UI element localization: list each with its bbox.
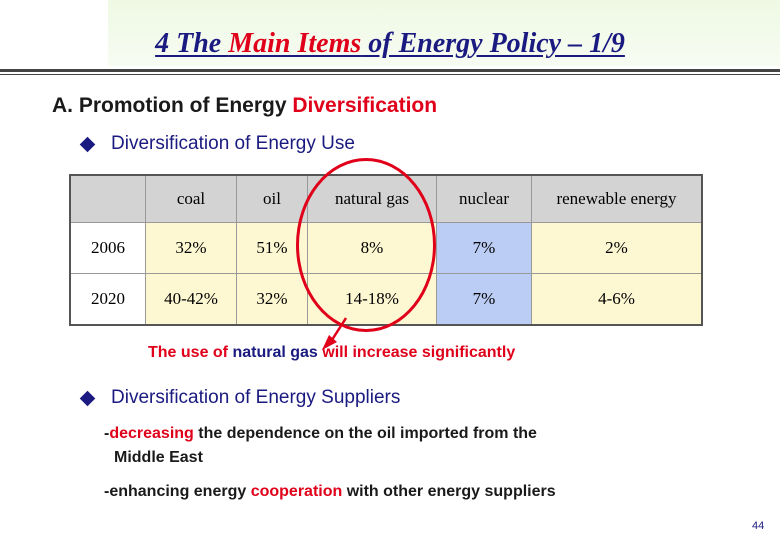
bullet-energy-use-label: Diversification of Energy Use [111, 133, 355, 154]
point1-highlight: decreasing [109, 425, 194, 442]
header-cell-nuclear: nuclear [436, 174, 532, 223]
note-prefix: The use of [148, 344, 233, 361]
cell-renewable: 2% [531, 222, 703, 274]
title-rule-thick [0, 69, 780, 72]
point2-prefix: -enhancing energy [104, 483, 251, 500]
note-suffix: will increase significantly [317, 344, 516, 361]
section-heading: A. Promotion of Energy Diversification [52, 94, 437, 118]
title-suffix: of Energy Policy – 1/9 [361, 28, 625, 59]
header-cell-natural-gas: natural gas [307, 174, 437, 223]
section-prefix: A. Promotion of Energy [52, 94, 293, 117]
cell-coal: 32% [145, 222, 237, 274]
cell-natural-gas: 8% [307, 222, 437, 274]
title-rule-thin [0, 74, 780, 75]
page-number: 44 [752, 520, 765, 532]
cell-natural-gas: 14-18% [307, 273, 437, 326]
title-background [108, 0, 780, 66]
row-year: 2006 [69, 222, 146, 274]
supplier-point-1: -decreasing the dependence on the oil im… [104, 425, 537, 443]
cell-oil: 32% [236, 273, 308, 326]
table-row: 2020 40-42% 32% 14-18% 7% 4-6% [69, 273, 703, 326]
cell-nuclear: 7% [436, 222, 532, 274]
point1-prefix: - [104, 425, 110, 442]
section-highlight: Diversification [292, 94, 438, 117]
table-row: 2006 32% 51% 8% 7% 2% [69, 222, 703, 274]
row-year: 2020 [69, 273, 146, 326]
cell-nuclear: 7% [436, 273, 532, 326]
supplier-point-1-continued: Middle East [114, 449, 203, 466]
diamond-bullet-icon [79, 390, 96, 406]
supplier-point-2: -enhancing energy cooperation with other… [104, 483, 556, 501]
header-cell-renewable: renewable energy [531, 174, 703, 223]
note-highlight: natural gas [232, 344, 318, 361]
title-prefix: 4 The [155, 28, 229, 59]
bullet-energy-suppliers: Diversification of Energy Suppliers [78, 387, 400, 409]
title-highlight: Main Items [228, 28, 362, 59]
bullet-energy-use: Diversification of Energy Use [78, 133, 355, 155]
slide-title: 4 The Main Items of Energy Policy – 1/9 [0, 28, 780, 60]
point1-suffix: the dependence on the oil imported from … [193, 425, 537, 442]
bullet-energy-suppliers-label: Diversification of Energy Suppliers [111, 387, 401, 408]
cell-renewable: 4-6% [531, 273, 703, 326]
point2-suffix: with other energy suppliers [342, 483, 556, 500]
energy-mix-table: coal oil natural gas nuclear renewable e… [69, 174, 703, 326]
natural-gas-note: The use of natural gas will increase sig… [148, 344, 515, 362]
point2-highlight: cooperation [250, 483, 343, 500]
